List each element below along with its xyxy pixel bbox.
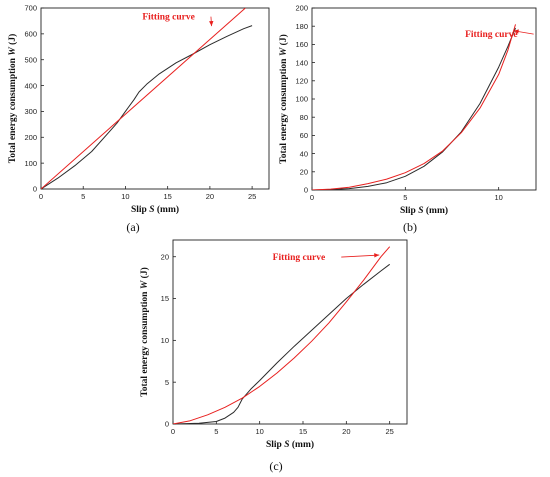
x-tick-label: 10 (494, 193, 502, 202)
y-tick-label: 100 (295, 95, 308, 104)
y-axis-title: Total energy consumption W (J) (7, 34, 18, 164)
y-tick-label: 15 (161, 294, 169, 303)
y-tick-label: 20 (300, 168, 308, 177)
y-tick-label: 80 (300, 113, 308, 122)
x-tick-label: 25 (248, 192, 256, 201)
measured-curve-line (173, 263, 391, 424)
y-tick-label: 200 (24, 133, 37, 142)
fitting-curve-annotation: Fitting curve (465, 30, 518, 40)
y-axis-title: Total energy consumption W (J) (139, 267, 150, 397)
y-tick-label: 20 (161, 252, 169, 261)
fitting-curve-line (312, 24, 516, 190)
y-tick-label: 700 (24, 4, 37, 13)
panel-caption: (c) (269, 459, 282, 473)
plot-frame (40, 7, 270, 190)
x-axis-title: Slip S (mm) (266, 439, 314, 450)
y-axis-title: Total energy consumption W (J) (278, 34, 289, 164)
fitting-curve-line (41, 8, 246, 189)
y-tick-label: 400 (24, 81, 37, 90)
y-tick-label: 0 (165, 420, 169, 429)
annotation-arrow-head (209, 20, 214, 27)
x-tick-label: 20 (342, 427, 350, 436)
x-tick-label: 25 (385, 427, 393, 436)
plot-frame (172, 239, 408, 425)
x-tick-label: 5 (214, 427, 218, 436)
fitting-curve-annotation: Fitting curve (142, 13, 195, 23)
x-tick-label: 0 (39, 192, 43, 201)
y-tick-label: 100 (24, 159, 37, 168)
x-tick-label: 5 (403, 193, 407, 202)
x-tick-label: 0 (310, 193, 314, 202)
y-tick-label: 0 (304, 186, 308, 195)
y-tick-label: 0 (33, 185, 37, 194)
x-tick-label: 15 (299, 427, 307, 436)
measured-curve-line (312, 27, 516, 190)
x-axis-title: Slip S (mm) (400, 205, 448, 216)
x-axis-title: Slip S (mm) (131, 204, 179, 215)
chart-panel-a: 0 5 10 15 20 25 0 100 200 300 400 500 600 700 Slip S (… (7, 4, 270, 234)
x-tick-label: 10 (255, 427, 263, 436)
y-tick-label: 600 (24, 30, 37, 39)
x-tick-label: 5 (81, 192, 85, 201)
x-tick-label: 15 (163, 192, 171, 201)
y-tick-label: 200 (295, 4, 308, 13)
chart-panel-c: 0 5 10 15 20 25 0 5 10 15 20 Slip S (mm) Total energ… (139, 239, 408, 473)
y-tick-label: 180 (295, 22, 308, 31)
y-tick-label: 5 (165, 378, 169, 387)
y-tick-label: 160 (295, 40, 308, 49)
measured-curve-line (41, 25, 253, 189)
fitting-curve-line (173, 246, 391, 424)
annotation-arrow-head (513, 29, 519, 34)
y-tick-label: 500 (24, 55, 37, 64)
panel-caption: (a) (126, 220, 139, 234)
x-tick-label: 0 (171, 427, 175, 436)
y-tick-label: 120 (295, 77, 308, 86)
annotation-arrow-line (341, 254, 380, 258)
fitting-curve-annotation: Fitting curve (273, 253, 326, 263)
annotation-arrow-head (374, 253, 380, 258)
y-tick-label: 300 (24, 107, 37, 116)
y-tick-label: 10 (161, 336, 169, 345)
y-tick-label: 40 (300, 149, 308, 158)
y-tick-label: 140 (295, 58, 308, 67)
x-tick-label: 20 (206, 192, 214, 201)
y-tick-label: 60 (300, 131, 308, 140)
panel-caption: (b) (403, 220, 417, 234)
x-tick-label: 10 (121, 192, 129, 201)
